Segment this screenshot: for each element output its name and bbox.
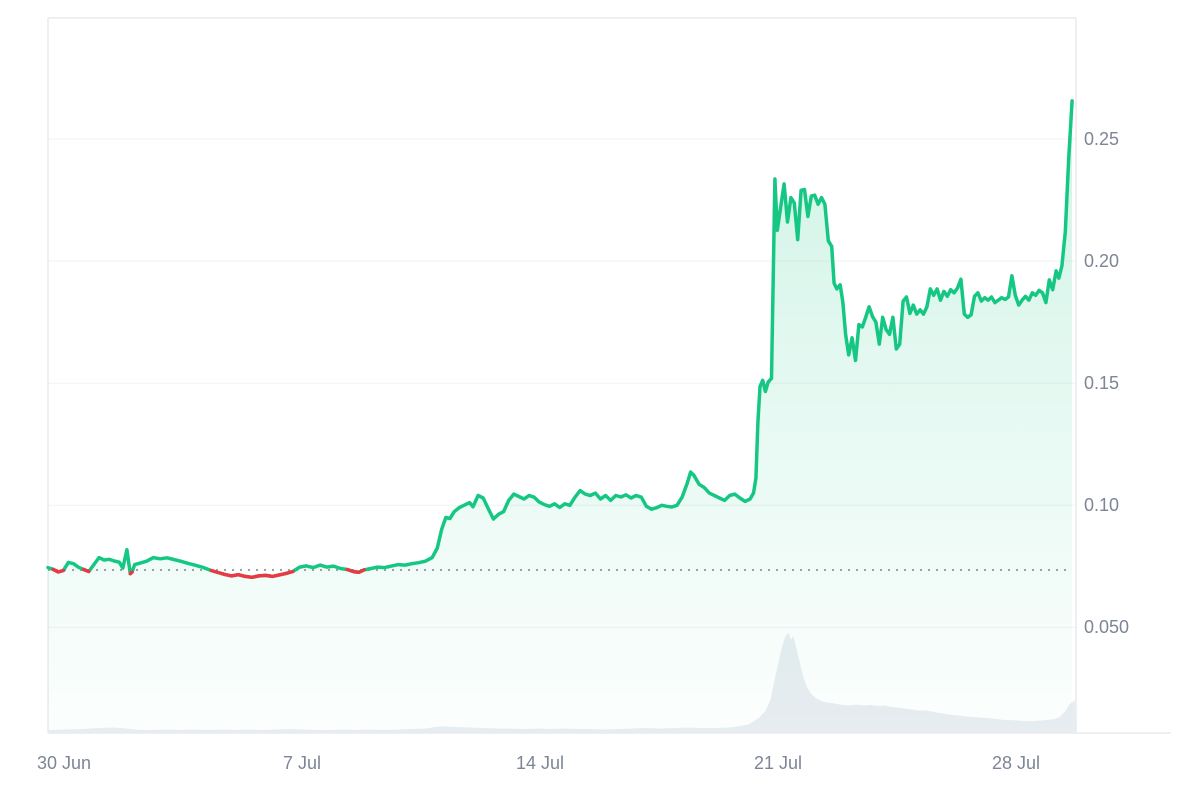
price-line-down — [209, 568, 295, 580]
price-line-down — [128, 570, 134, 576]
price-line-down — [51, 567, 66, 574]
price-line-down — [81, 567, 91, 574]
price-line-down — [345, 567, 366, 574]
price-area-fill — [48, 100, 1073, 733]
